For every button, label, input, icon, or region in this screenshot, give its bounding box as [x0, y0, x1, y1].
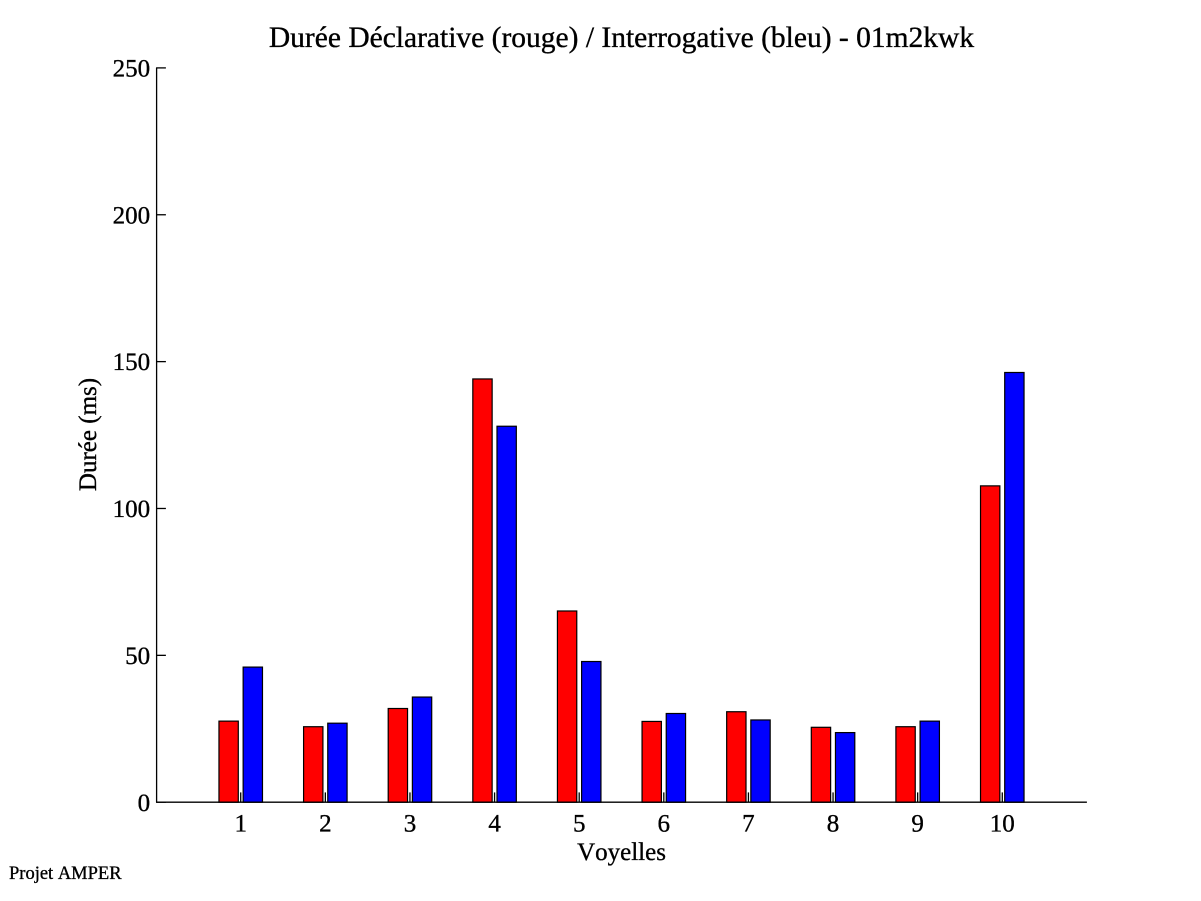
svg-text:1: 1: [234, 810, 247, 837]
svg-text:100: 100: [113, 496, 151, 523]
svg-text:Durée (ms): Durée (ms): [75, 378, 102, 491]
svg-text:0: 0: [138, 790, 151, 817]
svg-text:Voyelles: Voyelles: [577, 839, 666, 866]
svg-text:Durée Déclarative (rouge) / In: Durée Déclarative (rouge) / Interrogativ…: [269, 22, 974, 54]
svg-text:3: 3: [404, 810, 417, 837]
svg-text:8: 8: [827, 810, 840, 837]
svg-text:6: 6: [658, 810, 671, 837]
svg-text:150: 150: [113, 349, 151, 376]
svg-text:9: 9: [911, 810, 924, 837]
svg-text:5: 5: [573, 810, 586, 837]
svg-text:4: 4: [488, 810, 501, 837]
svg-text:10: 10: [990, 810, 1015, 837]
svg-text:250: 250: [113, 56, 151, 83]
svg-text:Projet AMPER: Projet AMPER: [9, 864, 122, 884]
svg-text:7: 7: [742, 810, 755, 837]
svg-text:200: 200: [113, 202, 151, 229]
svg-text:50: 50: [125, 643, 150, 670]
svg-text:2: 2: [319, 810, 332, 837]
